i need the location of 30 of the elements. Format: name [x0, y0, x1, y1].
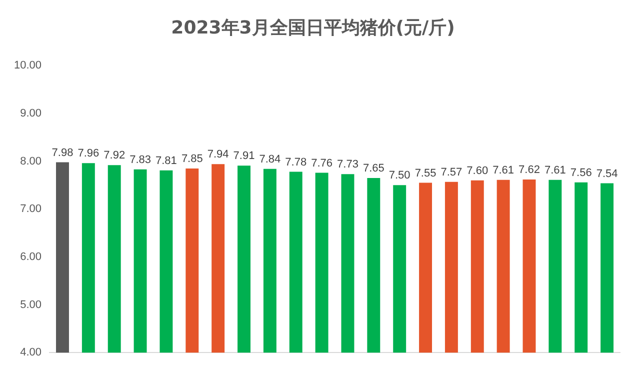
data-label: 7.83	[130, 154, 151, 166]
y-tick-label: 5.00	[20, 298, 42, 311]
data-label: 7.57	[440, 166, 462, 178]
data-label: 7.54	[596, 168, 618, 180]
data-label: 7.55	[414, 167, 436, 180]
y-tick-label: 8.00	[20, 155, 42, 168]
data-label: 7.92	[104, 150, 126, 162]
data-label: 7.91	[233, 150, 255, 162]
data-label: 7.61	[544, 164, 566, 176]
data-label: 7.84	[259, 153, 281, 166]
data-label: 7.94	[207, 148, 229, 161]
y-tick-label: 9.00	[20, 107, 42, 120]
data-label: 7.50	[388, 170, 410, 182]
chart-title: 2023年3月全国日平均猪价(元/斤)	[171, 17, 455, 38]
data-label: 7.85	[181, 152, 203, 165]
data-label: 7.98	[52, 146, 74, 159]
data-label: 7.61	[492, 164, 514, 176]
data-label: 7.60	[466, 164, 488, 177]
data-label: 7.62	[518, 164, 540, 176]
data-label: 7.56	[570, 166, 592, 179]
y-tick-label: 10.00	[14, 60, 42, 72]
data-label: 7.76	[311, 157, 333, 170]
data-label: 7.65	[362, 162, 384, 175]
data-label: 7.73	[337, 158, 358, 171]
y-tick-label: 7.00	[20, 203, 42, 216]
y-tick-label: 4.00	[20, 346, 42, 359]
data-label: 7.78	[285, 156, 307, 168]
data-label: 7.96	[78, 148, 100, 160]
y-tick-label: 6.00	[20, 250, 42, 263]
data-label: 7.81	[156, 154, 177, 167]
